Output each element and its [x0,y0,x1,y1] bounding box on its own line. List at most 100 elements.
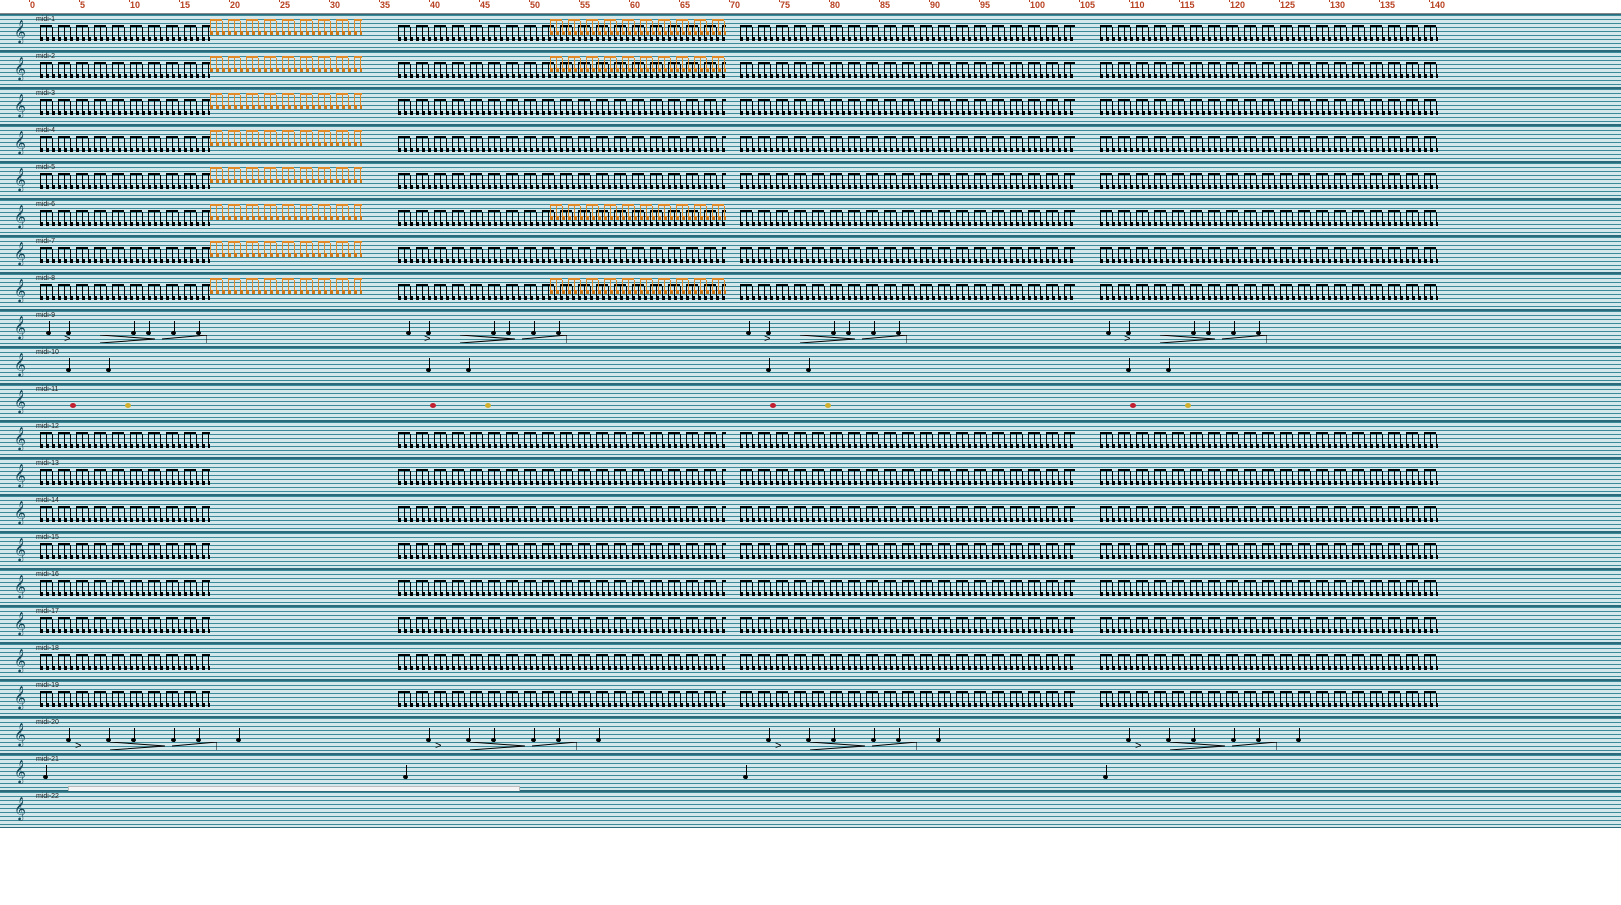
note-segment[interactable] [398,506,726,524]
note-segment[interactable] [40,25,210,43]
staff-track[interactable]: 𝄞midi-12 [0,421,1621,458]
note-segment[interactable] [40,691,210,709]
staff-track[interactable]: 𝄞midi-19 [0,680,1621,717]
note-segment[interactable] [740,25,1075,43]
note[interactable] [1190,728,1196,742]
note-segment[interactable] [398,136,726,154]
note-segment[interactable] [398,654,726,672]
note-segment[interactable] [1100,284,1438,302]
note[interactable] [895,728,901,742]
note-segment[interactable] [40,210,210,228]
note-segment[interactable] [40,173,210,191]
staff-track[interactable]: 𝄞midi-4 [0,125,1621,162]
note-segment[interactable] [398,543,726,561]
note[interactable] [805,728,811,742]
note-segment[interactable] [740,247,1075,265]
note-segment[interactable] [40,62,210,80]
yellow-note[interactable] [1185,403,1195,413]
staff-track[interactable]: 𝄞midi-15 [0,532,1621,569]
note[interactable] [195,321,201,335]
note-segment[interactable] [40,432,210,450]
note[interactable] [1255,321,1261,335]
note-segment[interactable] [40,580,210,598]
note[interactable] [235,728,241,742]
note[interactable] [765,358,771,372]
note-segment[interactable] [398,99,726,117]
note-segment[interactable] [740,469,1075,487]
staff-track[interactable]: 𝄞midi-10 [0,347,1621,384]
note[interactable] [105,728,111,742]
yellow-note[interactable] [485,403,495,413]
note[interactable] [805,358,811,372]
note-segment[interactable] [1100,247,1438,265]
red-note[interactable] [70,403,80,413]
note[interactable] [895,321,901,335]
note[interactable] [1230,728,1236,742]
staff-track[interactable]: 𝄞midi-6 [0,199,1621,236]
red-note[interactable] [1130,403,1140,413]
note-segment[interactable] [1100,654,1438,672]
note[interactable] [65,358,71,372]
note[interactable] [1295,728,1301,742]
note[interactable] [845,321,851,335]
note[interactable] [1125,358,1131,372]
note-segment[interactable] [1100,136,1438,154]
note[interactable] [745,321,751,335]
note-segment[interactable] [740,543,1075,561]
note-segment[interactable] [1100,25,1438,43]
note-segment[interactable] [550,19,726,37]
note-segment[interactable] [740,580,1075,598]
note-segment[interactable] [740,136,1075,154]
note-segment[interactable] [740,99,1075,117]
staff-track[interactable]: 𝄞midi-17 [0,606,1621,643]
note[interactable] [1165,728,1171,742]
staff-track[interactable]: 𝄞midi-21 [0,754,1621,791]
note-segment[interactable] [40,136,210,154]
note[interactable] [555,728,561,742]
note[interactable] [1255,728,1261,742]
note-segment[interactable] [210,19,362,37]
note-segment[interactable] [1100,62,1438,80]
note-segment[interactable] [210,278,362,296]
note[interactable] [595,728,601,742]
note-segment[interactable] [1100,99,1438,117]
note-segment[interactable] [210,56,362,74]
note[interactable] [742,765,748,779]
note-segment[interactable] [550,204,726,222]
note-segment[interactable] [40,284,210,302]
note-segment[interactable] [740,432,1075,450]
note[interactable] [405,321,411,335]
note-segment[interactable] [398,469,726,487]
staff-track[interactable]: 𝄞midi-5 [0,162,1621,199]
note[interactable] [130,728,136,742]
note[interactable] [935,728,941,742]
note[interactable] [505,321,511,335]
yellow-note[interactable] [125,403,135,413]
note[interactable] [170,321,176,335]
note[interactable] [530,321,536,335]
note[interactable] [42,765,48,779]
note[interactable] [425,358,431,372]
note-segment[interactable] [210,241,362,259]
note[interactable] [1105,321,1111,335]
note-segment[interactable] [40,469,210,487]
note[interactable] [530,728,536,742]
note[interactable] [1165,358,1171,372]
note-segment[interactable] [1100,580,1438,598]
note[interactable] [1125,728,1131,742]
note[interactable] [765,728,771,742]
note[interactable] [65,728,71,742]
red-note[interactable] [430,403,440,413]
note-segment[interactable] [1100,173,1438,191]
note[interactable] [170,728,176,742]
note[interactable] [830,321,836,335]
note-segment[interactable] [1100,617,1438,635]
note-segment[interactable] [1100,543,1438,561]
staff-track[interactable]: 𝄞midi-20>>>> [0,717,1621,754]
note-segment[interactable] [740,691,1075,709]
note-segment[interactable] [40,654,210,672]
note-segment[interactable] [1100,469,1438,487]
note-segment[interactable] [398,247,726,265]
note[interactable] [130,321,136,335]
yellow-note[interactable] [825,403,835,413]
